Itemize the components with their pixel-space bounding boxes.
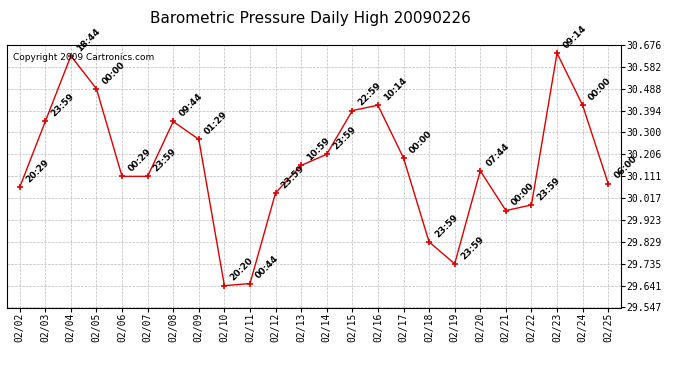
- Text: 00:00: 00:00: [408, 129, 434, 155]
- Text: 00:00: 00:00: [101, 60, 127, 86]
- Text: 23:59: 23:59: [433, 213, 460, 239]
- Text: 23:59: 23:59: [331, 125, 357, 152]
- Text: 20:29: 20:29: [24, 158, 50, 184]
- Text: 10:59: 10:59: [305, 136, 332, 163]
- Text: 01:29: 01:29: [203, 110, 230, 136]
- Text: 06:00: 06:00: [612, 154, 639, 181]
- Text: 18:44: 18:44: [75, 26, 102, 53]
- Text: 00:29: 00:29: [126, 147, 152, 174]
- Text: 09:14: 09:14: [561, 24, 588, 50]
- Text: Copyright 2009 Cartronics.com: Copyright 2009 Cartronics.com: [13, 53, 155, 62]
- Text: 09:44: 09:44: [177, 92, 204, 119]
- Text: 23:59: 23:59: [152, 147, 179, 174]
- Text: 10:14: 10:14: [382, 76, 408, 102]
- Text: 20:20: 20:20: [228, 256, 255, 283]
- Text: 07:44: 07:44: [484, 141, 511, 168]
- Text: Barometric Pressure Daily High 20090226: Barometric Pressure Daily High 20090226: [150, 11, 471, 26]
- Text: 23:59: 23:59: [535, 176, 562, 202]
- Text: 23:59: 23:59: [279, 164, 306, 190]
- Text: 22:59: 22:59: [357, 81, 383, 108]
- Text: 23:59: 23:59: [459, 234, 486, 261]
- Text: 00:44: 00:44: [254, 254, 281, 281]
- Text: 00:00: 00:00: [586, 76, 613, 102]
- Text: 00:00: 00:00: [510, 182, 536, 208]
- Text: 23:59: 23:59: [50, 92, 76, 119]
